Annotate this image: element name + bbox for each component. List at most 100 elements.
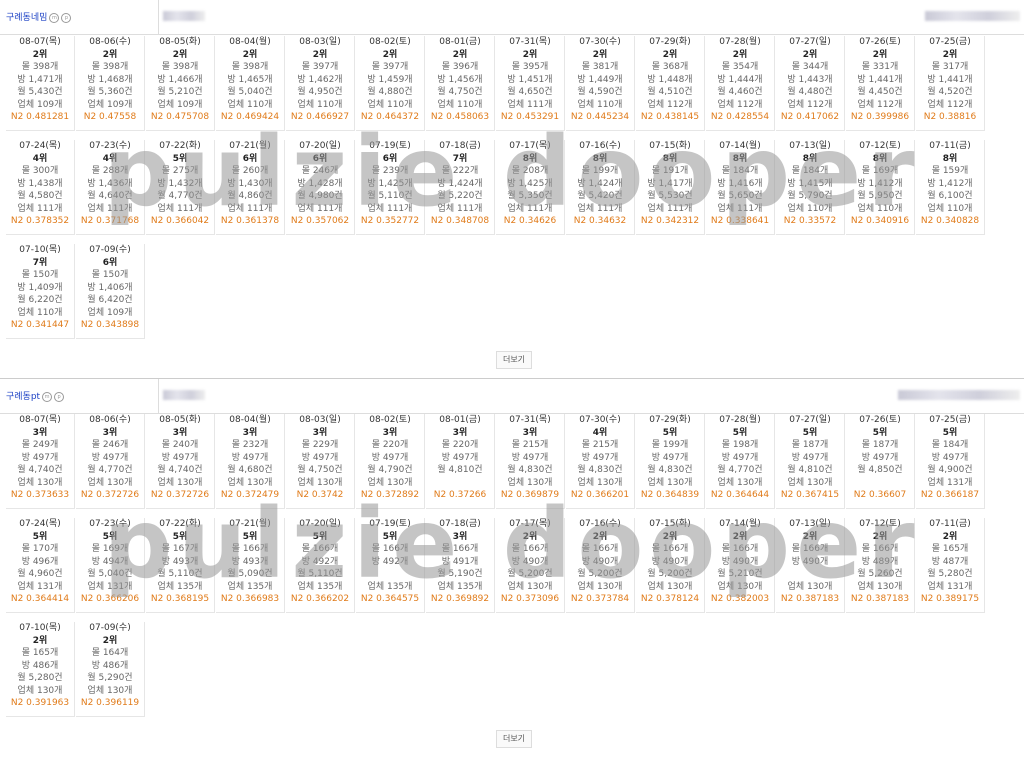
mall-count: 몰 215개 [511, 440, 549, 450]
room-count: 방 1,428개 [297, 178, 343, 189]
date-label: 07-26(토) [859, 37, 901, 47]
date-label: 07-16(수) [579, 519, 621, 529]
mall-count: 몰 199개 [581, 166, 619, 176]
monthly-count: 월 5,200건 [507, 569, 553, 579]
keyword-title-link[interactable]: 구례동네밈 m p [6, 10, 72, 23]
company-count: 업체 112개 [927, 99, 973, 110]
company-count: 업체 112개 [787, 99, 833, 110]
date-label: 07-12(토) [859, 519, 901, 529]
date-label: 07-14(월) [719, 519, 761, 529]
company-count: 업체 111개 [227, 203, 273, 214]
monthly-count: 월 4,860건 [227, 191, 273, 201]
monthly-count: 월 4,750건 [437, 87, 483, 97]
company-count: 업체 130개 [577, 581, 623, 592]
rank-value: 3위 [452, 531, 468, 542]
mall-count: 몰 184개 [791, 166, 829, 176]
n2-score: N2 0.357062 [290, 216, 350, 226]
monthly-count: 월 5,040건 [87, 569, 133, 579]
monthly-count: 월 5,110건 [157, 569, 203, 579]
rank-value: 5위 [102, 531, 118, 542]
date-label: 07-31(목) [509, 415, 551, 425]
company-count: 업체 111개 [577, 203, 623, 214]
day-rank-cell: 07-23(수) 5위 몰 169개 방 494개 월 5,040건 업체 131개 N2 … [76, 518, 145, 613]
mall-count: 몰 239개 [371, 166, 409, 176]
monthly-count: 월 5,420건 [577, 191, 623, 201]
room-count: 방 490개 [511, 556, 549, 567]
day-rank-cell: 07-28(월) 2위 몰 354개 방 1,444개 월 4,460건 업체 112개 N… [706, 36, 775, 131]
monthly-count: 월 4,790건 [367, 465, 413, 475]
n2-score: N2 0.369879 [500, 490, 560, 500]
day-rank-cell: 08-02(토) 2위 몰 397개 방 1,459개 월 4,880건 업체 110개 N… [356, 36, 425, 131]
monthly-count: 월 4,480건 [787, 87, 833, 97]
more-button[interactable]: 더보기 [496, 351, 532, 369]
day-rank-cell: 07-20(일) 6위 몰 246개 방 1,428개 월 4,980건 업체 111개 N… [286, 140, 355, 235]
date-label: 07-27(일) [789, 415, 831, 425]
day-rank-cell: 07-25(금) 2위 몰 317개 방 1,441개 월 4,520건 업체 112개 N… [916, 36, 985, 131]
company-count: 업체 130개 [157, 477, 203, 488]
room-count: 방 497개 [371, 452, 409, 463]
mall-count: 몰 169개 [91, 544, 129, 554]
monthly-count: 월 4,510건 [647, 87, 693, 97]
monthly-count: 월 4,640건 [87, 191, 133, 201]
company-count: 업체 111개 [507, 99, 553, 110]
date-label: 08-06(수) [89, 415, 131, 425]
company-count: 업체 130개 [87, 477, 133, 488]
n2-score: N2 0.382003 [710, 594, 770, 604]
rank-value: 2위 [382, 49, 398, 60]
n2-score: N2 0.366187 [920, 490, 980, 500]
date-label: 07-30(수) [579, 415, 621, 425]
company-count: 업체 130개 [297, 477, 343, 488]
rank-value: 5위 [32, 531, 48, 542]
mall-count: 몰 170개 [21, 544, 59, 554]
day-rank-cell: 08-06(수) 3위 몰 246개 방 497개 월 4,770건 업체 130개 N2 … [76, 414, 145, 509]
more-button[interactable]: 더보기 [496, 730, 532, 748]
company-count: 업체 135개 [297, 581, 343, 592]
room-count: 방 497개 [581, 452, 619, 463]
company-count: 업체 110개 [577, 99, 623, 110]
redacted-text [163, 390, 205, 400]
rank-value: 5위 [802, 427, 818, 438]
company-count: 업체 130개 [227, 477, 273, 488]
date-label: 07-19(토) [369, 519, 411, 529]
mall-count: 몰 398개 [21, 62, 59, 72]
mall-count: 몰 249개 [21, 440, 59, 450]
mall-count: 몰 220개 [371, 440, 409, 450]
rank-value: 2위 [522, 531, 538, 542]
mall-count: 몰 191개 [651, 166, 689, 176]
n2-score: N2 0.364839 [640, 490, 700, 500]
day-rank-cell: 07-16(수) 2위 몰 166개 방 490개 월 5,200건 업체 130개 N2 … [566, 518, 635, 613]
rank-value: 7위 [452, 153, 468, 164]
day-rank-cell: 07-31(목) 2위 몰 395개 방 1,451개 월 4,650건 업체 111개 N… [496, 36, 565, 131]
day-rank-cell: 07-30(수) 2위 몰 381개 방 1,449개 월 4,590건 업체 110개 N… [566, 36, 635, 131]
monthly-count: 월 4,830건 [647, 465, 693, 475]
mall-count: 몰 166개 [581, 544, 619, 554]
company-count: 업체 135개 [367, 581, 413, 592]
day-rank-cell: 07-27(일) 2위 몰 344개 방 1,443개 월 4,480건 업체 112개 N… [776, 36, 845, 131]
n2-score: N2 0.428554 [710, 112, 770, 122]
n2-score: N2 0.364644 [710, 490, 770, 500]
n2-score: N2 0.366983 [220, 594, 280, 604]
room-count: 방 1,441개 [857, 74, 903, 85]
room-count: 방 1,432개 [157, 178, 203, 189]
n2-score: N2 0.387183 [850, 594, 910, 604]
n2-score: N2 0.364575 [360, 594, 420, 604]
rank-value: 3위 [242, 427, 258, 438]
mall-count: 몰 150개 [91, 270, 129, 280]
mall-count: 몰 344개 [791, 62, 829, 72]
monthly-count: 월 5,790건 [787, 191, 833, 201]
rank-value: 2위 [522, 49, 538, 60]
room-count: 방 492개 [301, 556, 339, 567]
mall-count: 몰 166개 [231, 544, 269, 554]
monthly-count: 월 4,740건 [17, 465, 63, 475]
n2-score: N2 0.38816 [923, 112, 977, 122]
mall-count: 몰 184개 [931, 440, 969, 450]
n2-score: N2 0.343898 [80, 320, 140, 330]
day-rank-cell: 07-18(금) 3위 몰 166개 방 491개 월 5,190건 업체 135개 N2 … [426, 518, 495, 613]
mall-count: 몰 166개 [651, 544, 689, 554]
keyword-title-link[interactable]: 구례동pt m p [6, 389, 65, 402]
monthly-count: 월 4,850건 [857, 465, 903, 475]
day-rank-cell: 07-21(월) 6위 몰 260개 방 1,430개 월 4,860건 업체 111개 N… [216, 140, 285, 235]
date-label: 07-11(금) [929, 519, 971, 529]
monthly-count: 월 6,220건 [17, 295, 63, 305]
rank-value: 2위 [872, 531, 888, 542]
